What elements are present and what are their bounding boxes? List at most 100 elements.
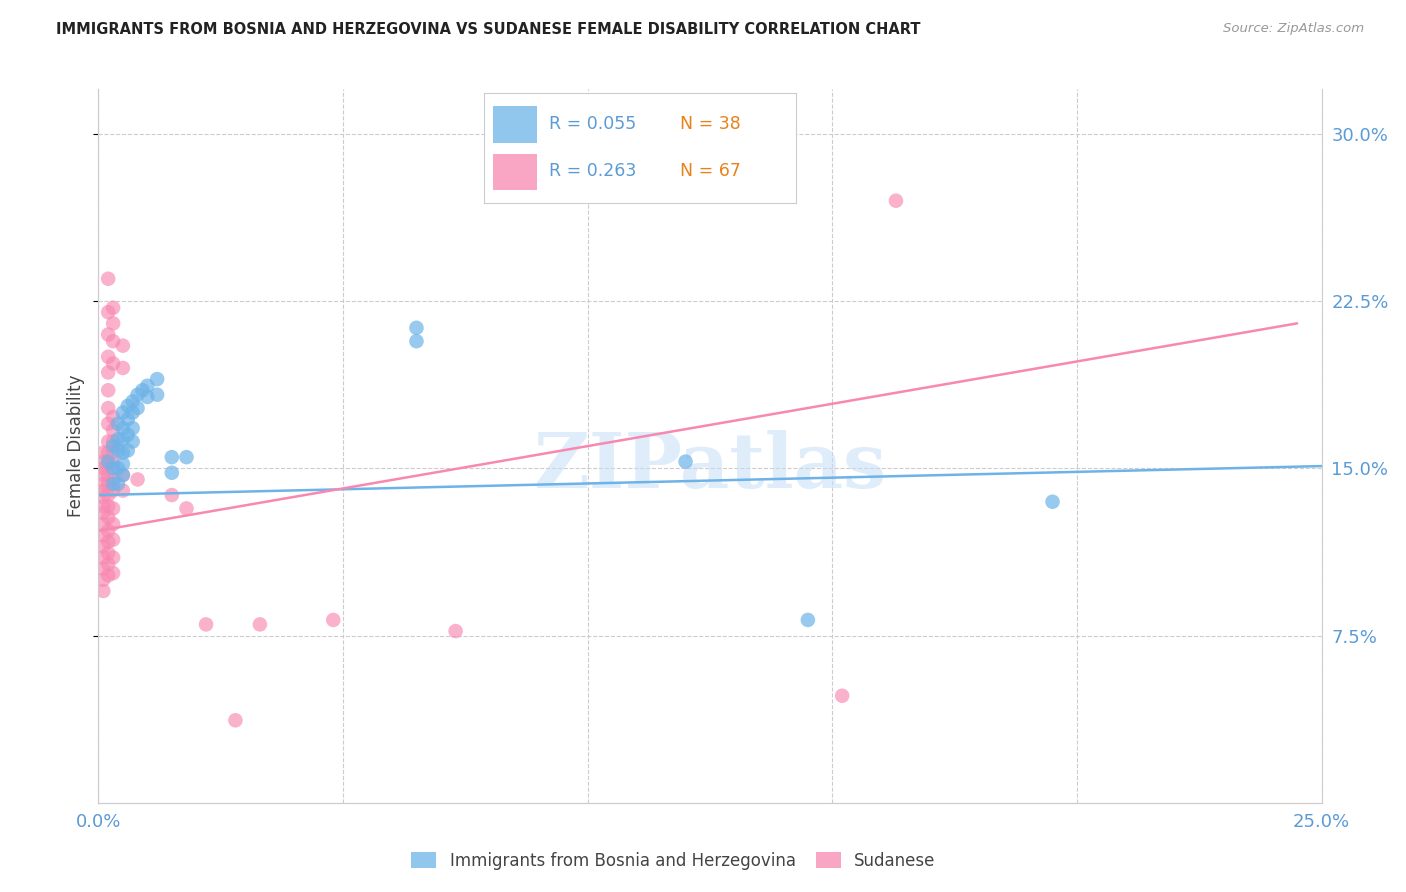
Point: [117, 443, 139, 458]
Point: [97, 568, 120, 582]
Point: [111, 483, 134, 498]
Point: [831, 689, 853, 703]
Point: [91, 550, 114, 565]
Point: [97, 457, 120, 471]
Point: [127, 401, 149, 416]
Point: [101, 457, 124, 471]
Point: [97, 467, 120, 482]
Point: [136, 390, 159, 404]
Y-axis label: Female Disability: Female Disability: [67, 375, 86, 517]
Point: [91, 490, 114, 504]
Text: IMMIGRANTS FROM BOSNIA AND HERZEGOVINA VS SUDANESE FEMALE DISABILITY CORRELATION: IMMIGRANTS FROM BOSNIA AND HERZEGOVINA V…: [56, 22, 921, 37]
Point: [97, 557, 120, 572]
Point: [405, 334, 427, 349]
Point: [107, 433, 129, 447]
Point: [101, 461, 124, 475]
Point: [160, 488, 183, 502]
Point: [91, 517, 114, 532]
Point: [117, 399, 139, 413]
Point: [249, 617, 271, 632]
Point: [97, 401, 120, 416]
Point: [91, 500, 114, 514]
Point: [111, 433, 134, 447]
Point: [101, 517, 124, 532]
Point: [91, 562, 114, 576]
Point: [97, 305, 120, 319]
Point: [97, 446, 120, 460]
Point: [101, 483, 124, 498]
Point: [97, 417, 120, 431]
Text: ZIPatlas: ZIPatlas: [533, 431, 887, 504]
Point: [146, 387, 169, 401]
Point: [160, 450, 183, 465]
Point: [97, 546, 120, 560]
Point: [121, 394, 143, 409]
Point: [101, 356, 124, 371]
Point: [111, 467, 134, 482]
Point: [101, 434, 124, 449]
Point: [97, 510, 120, 524]
Point: [131, 384, 153, 398]
Text: Source: ZipAtlas.com: Source: ZipAtlas.com: [1223, 22, 1364, 36]
Point: [97, 524, 120, 538]
Point: [91, 476, 114, 491]
Point: [101, 550, 124, 565]
Point: [91, 528, 114, 542]
Point: [146, 372, 169, 386]
Point: [101, 446, 124, 460]
Point: [322, 613, 344, 627]
Point: [111, 457, 134, 471]
Point: [91, 467, 114, 482]
Point: [117, 427, 139, 442]
Point: [195, 617, 218, 632]
Point: [97, 534, 120, 549]
Point: [107, 476, 129, 491]
Point: [101, 533, 124, 547]
Point: [444, 624, 467, 639]
Point: [101, 424, 124, 438]
Point: [97, 476, 120, 491]
Point: [91, 573, 114, 587]
Point: [91, 455, 114, 469]
Point: [405, 320, 427, 334]
Point: [675, 455, 697, 469]
Point: [97, 434, 120, 449]
Point: [101, 566, 124, 581]
Point: [111, 421, 134, 435]
Point: [91, 539, 114, 553]
Point: [111, 405, 134, 420]
Point: [121, 421, 143, 435]
Point: [97, 488, 120, 502]
Point: [111, 338, 134, 352]
Point: [97, 366, 120, 380]
Point: [117, 412, 139, 426]
Point: [101, 476, 124, 491]
Point: [101, 501, 124, 516]
Point: [101, 410, 124, 425]
Point: [91, 461, 114, 475]
Point: [97, 271, 120, 285]
Legend: Immigrants from Bosnia and Herzegovina, Sudanese: Immigrants from Bosnia and Herzegovina, …: [405, 846, 942, 877]
Point: [111, 360, 134, 375]
Point: [111, 467, 134, 482]
Point: [91, 446, 114, 460]
Point: [97, 500, 120, 514]
Point: [121, 434, 143, 449]
Point: [107, 417, 129, 431]
Point: [97, 384, 120, 398]
Point: [91, 506, 114, 520]
Point: [136, 378, 159, 392]
Point: [97, 350, 120, 364]
Point: [884, 194, 907, 208]
Point: [160, 466, 183, 480]
Point: [797, 613, 820, 627]
Point: [101, 317, 124, 331]
Point: [97, 455, 120, 469]
Point: [121, 405, 143, 420]
Point: [107, 443, 129, 458]
Point: [101, 439, 124, 453]
Point: [91, 583, 114, 598]
Point: [111, 446, 134, 460]
Point: [101, 334, 124, 349]
Point: [1042, 494, 1064, 508]
